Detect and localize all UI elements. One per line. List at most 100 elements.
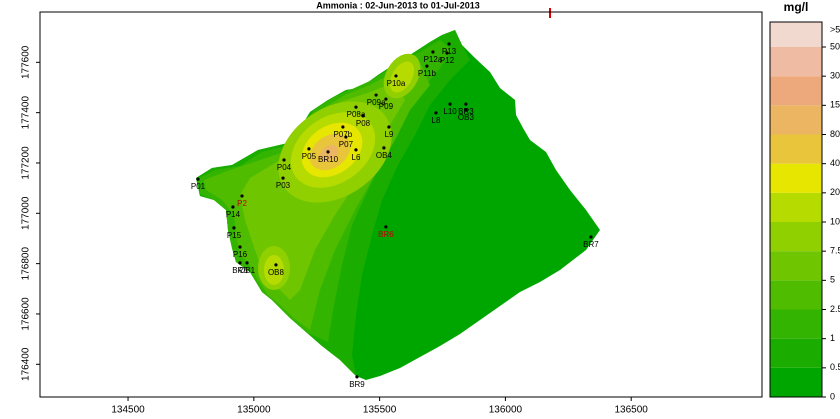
legend-label: 10: [830, 216, 840, 226]
station-label: BR10: [318, 155, 339, 164]
legend-swatch: [770, 192, 822, 222]
legend-label: 0: [830, 391, 835, 401]
legend-swatch: [770, 338, 822, 368]
station-point: [384, 225, 388, 229]
station-point: [282, 158, 286, 162]
y-tick-label: 177400: [21, 96, 32, 130]
legend-swatch: [770, 280, 822, 310]
contour-band: [264, 255, 284, 285]
legend-label: 2.5: [830, 304, 840, 314]
station-label: BR6: [378, 230, 394, 239]
station-point: [326, 150, 330, 154]
station-label: P09a: [367, 98, 386, 107]
chart-title: Ammonia : 02-Jun-2013 to 01-Jul-2013: [316, 0, 480, 10]
legend-swatch: [770, 367, 822, 397]
station-point: [374, 93, 378, 97]
legend-swatch: [770, 134, 822, 164]
station-point: [354, 105, 358, 109]
station-label: P12: [440, 56, 455, 65]
station-label: P01: [191, 182, 206, 191]
station-point: [589, 235, 593, 239]
station-point: [355, 375, 359, 379]
legend-swatch: [770, 309, 822, 339]
x-tick-label: 136000: [489, 405, 523, 416]
station-label: P12a: [424, 55, 443, 64]
legend-label: 150: [830, 100, 840, 110]
y-tick-label: 177000: [21, 196, 32, 230]
legend-swatch: [770, 76, 822, 106]
station-point: [425, 64, 429, 68]
station-point: [238, 261, 242, 265]
legend-label: 7.5: [830, 246, 840, 256]
station-label: P09: [379, 102, 394, 111]
station-label: P14: [226, 210, 241, 219]
station-point: [387, 125, 391, 129]
y-tick-label: 177600: [21, 45, 32, 79]
legend-label: 0.5: [830, 362, 840, 372]
station-label: OB8: [268, 268, 285, 277]
y-tick-label: 176400: [21, 347, 32, 381]
station-point: [274, 263, 278, 267]
station-label: BR5: [232, 266, 248, 275]
station-point: [464, 102, 468, 106]
legend-swatch: [770, 251, 822, 281]
y-tick-label: 176600: [21, 297, 32, 331]
plot-frame: [39, 11, 763, 398]
legend-label: 5: [830, 275, 835, 285]
station-point: [384, 97, 388, 101]
station-label: P07b: [334, 130, 353, 139]
station-label: L6: [352, 153, 361, 162]
station-point: [240, 194, 244, 198]
station-label: OB1: [239, 266, 256, 275]
legend-label: 40: [830, 158, 840, 168]
station-label: BR3: [458, 107, 474, 116]
station-point: [281, 176, 285, 180]
station-label: P07: [339, 140, 354, 149]
station-point: [341, 125, 345, 129]
station-label: P11b: [418, 69, 437, 78]
station-label: L10: [443, 107, 457, 116]
station-label: L9: [384, 130, 393, 139]
x-tick-label: 135500: [363, 405, 397, 416]
legend-label: 1: [830, 333, 835, 343]
contours: [196, 30, 600, 380]
legend-swatch: [770, 47, 822, 77]
y-tick-label: 176800: [21, 247, 32, 281]
station-point: [344, 135, 348, 139]
legend-label: 500: [830, 41, 840, 51]
station-point: [448, 102, 452, 106]
contour-band: [389, 61, 415, 93]
legend-label: 20: [830, 187, 840, 197]
station-label: OB3: [458, 113, 475, 122]
station-point: [196, 177, 200, 181]
station-label: P04: [277, 163, 292, 172]
station-label: P2: [237, 199, 247, 208]
station-label: P08: [356, 119, 371, 128]
legend-swatch: [770, 222, 822, 252]
station-label: BR7: [583, 240, 599, 249]
legend-title: mg/l: [784, 0, 809, 14]
station-point: [434, 111, 438, 115]
legend-label: >500: [830, 24, 840, 34]
station-point: [394, 74, 398, 78]
station-point: [431, 50, 435, 54]
station-point: [464, 108, 468, 112]
legend-swatch: [770, 105, 822, 135]
station-label: P10a: [387, 79, 406, 88]
station-point: [307, 147, 311, 151]
station-point: [361, 114, 365, 118]
station-label: P08a: [347, 110, 366, 119]
x-tick-label: 136500: [614, 405, 648, 416]
station-label: P16: [233, 250, 248, 259]
x-tick-label: 135000: [237, 405, 271, 416]
station-label: P15: [227, 231, 242, 240]
legend-label: 80: [830, 129, 840, 139]
station-point: [382, 146, 386, 150]
station-point: [354, 148, 358, 152]
legend-label: 300: [830, 71, 840, 81]
station-label: P13: [442, 47, 457, 56]
x-tick-label: 134500: [111, 405, 145, 416]
legend-swatch: [770, 163, 822, 193]
station-point: [232, 226, 236, 230]
